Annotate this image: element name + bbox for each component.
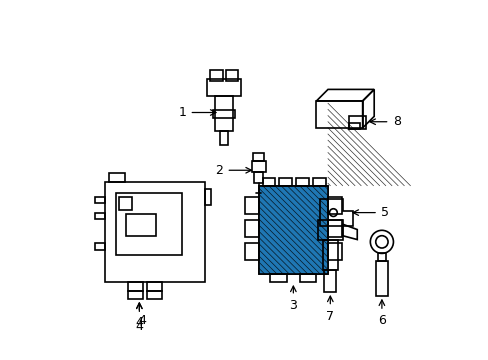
Bar [244,220,258,237]
Text: 1: 1 [178,106,186,119]
Bar [253,153,264,161]
Text: 5: 5 [380,206,388,219]
Bar [244,243,258,260]
Bar [126,214,155,236]
Bar [95,197,104,203]
Bar [348,116,365,129]
Bar [104,182,204,282]
Bar [262,178,274,186]
Text: 4: 4 [138,314,146,327]
Bar [251,161,265,172]
Bar [127,291,143,299]
Text: 3: 3 [289,299,297,312]
Bar [95,213,104,219]
Bar [254,172,263,183]
Bar [313,178,325,186]
Bar [279,178,291,186]
Text: 7: 7 [325,310,334,323]
Bar [207,80,241,96]
Bar [210,70,222,81]
Bar [116,193,182,255]
Text: 2: 2 [215,164,223,177]
Bar [147,291,162,299]
Bar [127,282,143,291]
Polygon shape [258,186,327,274]
Bar [316,101,362,128]
Bar [317,220,342,239]
Bar [299,274,316,282]
Bar [213,110,234,118]
Text: 4: 4 [135,316,143,329]
Bar [322,239,337,270]
Bar [108,172,125,182]
Bar [258,186,327,274]
Bar [225,70,238,81]
Bar [375,261,387,296]
Text: 6: 6 [377,314,385,327]
Bar [258,186,327,274]
Bar [327,220,341,237]
Bar [147,282,162,291]
Bar [244,197,258,214]
Bar [327,197,341,214]
Bar [327,243,341,260]
Bar [220,131,227,145]
Bar [95,243,104,249]
Bar [324,270,336,292]
Text: 4: 4 [135,320,143,333]
Bar [348,123,359,129]
Bar [270,274,286,282]
Bar [214,96,233,131]
Bar [377,253,385,261]
Bar [296,178,308,186]
Text: 8: 8 [392,115,400,128]
